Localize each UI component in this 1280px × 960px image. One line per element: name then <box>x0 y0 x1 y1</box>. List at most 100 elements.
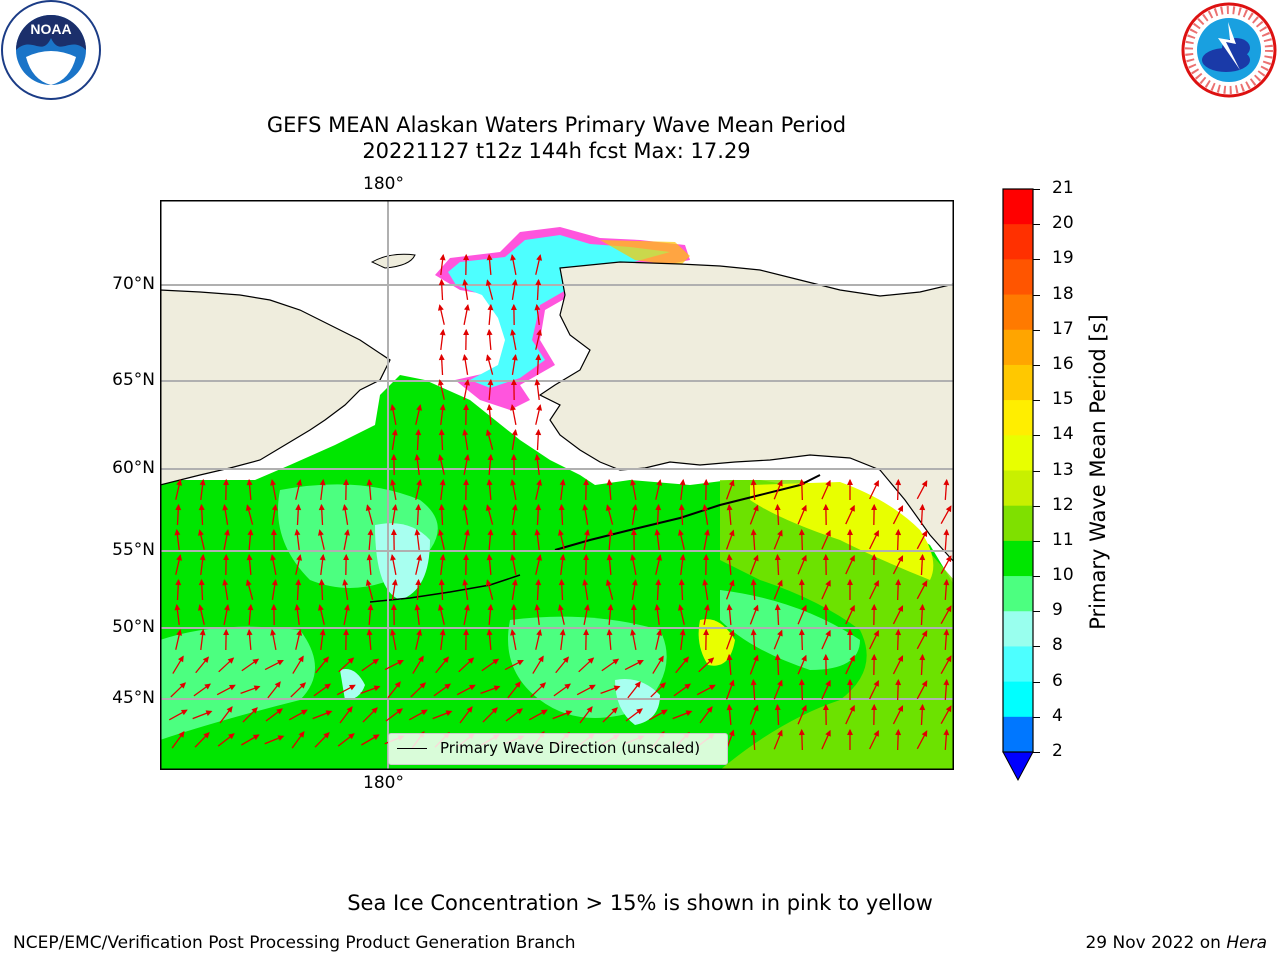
lat-label-60n: 60°N <box>112 458 155 478</box>
wave-arrow-head <box>317 529 324 536</box>
wave-arrow-head <box>847 628 853 636</box>
wave-arrow-head <box>463 553 470 561</box>
wave-arrow-head <box>271 503 278 511</box>
wave-arrow-head <box>895 578 902 586</box>
wave-arrow-head <box>943 628 950 636</box>
wave-arrow-head <box>485 279 492 286</box>
wave-arrow-head <box>825 629 831 637</box>
wave-arrow-head <box>582 578 589 586</box>
wave-arrow-head <box>897 605 904 612</box>
wave-arrow-head <box>873 529 879 537</box>
wave-arrow-head <box>655 503 662 511</box>
wave-arrow-head <box>439 628 446 636</box>
wave-arrow-head <box>897 655 904 662</box>
wave-arrow-head <box>295 503 302 511</box>
wave-arrow-head <box>463 328 470 336</box>
wave-arrow-head <box>251 707 258 714</box>
wave-arrow-head <box>199 628 206 636</box>
colorbar-tick-label: 9 <box>1052 600 1063 621</box>
wave-arrow-head <box>253 685 261 692</box>
wave-arrow-head <box>536 254 543 261</box>
wave-arrow-head <box>342 503 349 511</box>
period-band-8-c <box>340 669 365 700</box>
wave-arrow-head <box>847 478 853 486</box>
graticule <box>160 200 954 770</box>
colorbar-tick-mark <box>1033 400 1040 402</box>
wave-arrow-head <box>921 680 928 687</box>
wave-arrow-head <box>637 659 644 666</box>
colorbar-tick-mark <box>1033 716 1040 718</box>
wave-arrow-head <box>510 453 517 461</box>
map <box>160 200 954 770</box>
wave-arrow-head <box>245 579 252 586</box>
wave-arrow-head <box>607 528 614 536</box>
wave-arrow-head <box>660 709 668 716</box>
wave-arrow-head <box>871 653 878 661</box>
wave-arrow-head <box>943 678 950 686</box>
wave-arrow-head <box>174 603 181 611</box>
wave-arrow-head <box>252 658 260 665</box>
wave-arrow-head <box>631 503 638 511</box>
wave-arrow-head <box>559 478 566 486</box>
wave-arrow-head <box>728 529 735 537</box>
wave-arrow-head <box>437 304 444 311</box>
colorbar-tick-label: 14 <box>1052 424 1074 445</box>
wave-arrow-head <box>659 682 667 689</box>
wave-arrow-head <box>390 453 397 461</box>
wave-arrow-head <box>347 657 355 664</box>
wave-arrow-head <box>486 628 493 636</box>
wave-arrow-head <box>559 628 566 636</box>
wave-arrow-head <box>655 578 662 586</box>
wave-arrow-head <box>371 707 378 714</box>
wave-arrow-head <box>678 578 685 586</box>
wave-arrow-head <box>750 728 757 736</box>
wave-arrow-head <box>438 578 445 586</box>
wave-arrow-head <box>728 479 735 487</box>
wave-arrow-head <box>178 655 184 663</box>
wave-arrow-head <box>798 478 805 486</box>
wave-arrow-head <box>777 629 783 637</box>
wave-arrow-head <box>224 529 230 536</box>
wave-arrow-head <box>323 731 330 739</box>
wave-arrow-head <box>945 605 952 613</box>
wave-arrow-head <box>391 578 398 586</box>
colorbar-tick-mark <box>1033 646 1040 648</box>
colorbar-tick-mark <box>1033 576 1040 578</box>
lat-label-55n: 55°N <box>112 540 155 560</box>
wave-arrow-head <box>583 553 590 561</box>
wave-arrow-head <box>437 529 444 536</box>
colorbar-tick-mark <box>1033 329 1040 331</box>
wave-arrow-head <box>438 503 445 511</box>
wave-arrow-head <box>564 683 572 690</box>
wave-arrow-head <box>176 629 183 636</box>
colorbar-block <box>1003 681 1033 718</box>
wave-arrow-head <box>606 628 613 636</box>
wave-arrow-head <box>822 703 829 711</box>
wave-arrow-head <box>223 553 230 561</box>
map-legend: Primary Wave Direction (unscaled) <box>388 733 728 765</box>
wave-arrow-head <box>584 604 590 611</box>
wave-arrow-head <box>535 353 542 361</box>
wave-arrow-head <box>684 683 692 690</box>
wave-arrow-head <box>270 629 276 636</box>
wave-arrow-head <box>466 706 473 713</box>
wave-arrow-head <box>390 528 397 536</box>
wave-arrow-head <box>486 253 493 261</box>
wave-arrow-head <box>414 528 421 536</box>
wave-arrow-head <box>318 578 325 586</box>
wave-arrow-head <box>271 578 278 586</box>
wave-arrow-head <box>825 729 831 737</box>
wrangel-island <box>370 253 416 269</box>
wave-arrow-head <box>365 504 372 511</box>
wave-arrow-head <box>943 478 950 486</box>
wave-arrow-head <box>367 528 374 536</box>
wave-arrow-head <box>294 603 301 611</box>
wave-arrow-head <box>226 706 233 713</box>
wave-arrow-head <box>540 709 548 716</box>
wave-arrow-head <box>175 578 182 586</box>
wave-arrow-head <box>658 655 664 663</box>
wave-arrow-head <box>777 529 783 537</box>
colorbar-tick-label: 17 <box>1052 318 1074 339</box>
wave-arrow-head <box>277 735 285 741</box>
wave-arrow-head <box>943 728 950 736</box>
